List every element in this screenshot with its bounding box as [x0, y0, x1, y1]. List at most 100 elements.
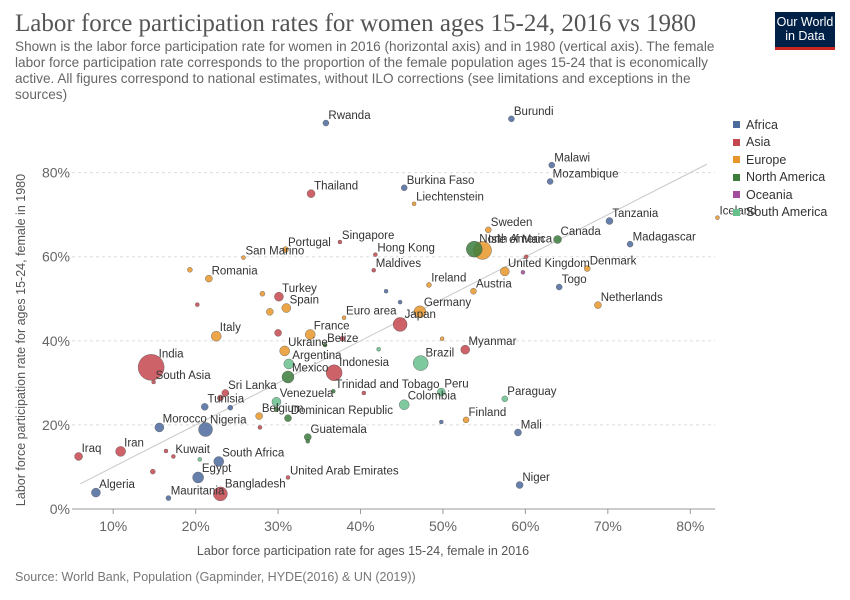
data-point[interactable] — [439, 419, 444, 425]
data-point[interactable] — [285, 475, 291, 480]
data-point[interactable] — [137, 354, 165, 381]
data-label: Peru — [444, 379, 468, 391]
data-point[interactable] — [306, 189, 316, 198]
data-point[interactable] — [383, 289, 389, 294]
data-point[interactable] — [281, 370, 295, 384]
data-point[interactable] — [201, 403, 209, 411]
data-point[interactable] — [411, 201, 417, 206]
data-point[interactable] — [584, 265, 591, 272]
data-point[interactable] — [281, 303, 292, 313]
data-point[interactable] — [305, 329, 316, 340]
data-point[interactable] — [150, 468, 156, 475]
data-point[interactable] — [466, 240, 483, 258]
data-point[interactable] — [397, 299, 403, 305]
data-point[interactable] — [555, 283, 563, 291]
data-point[interactable] — [198, 422, 213, 437]
legend-item[interactable]: South America — [733, 204, 827, 222]
data-point[interactable] — [282, 246, 289, 253]
data-point[interactable] — [151, 379, 156, 385]
data-point[interactable] — [426, 282, 432, 288]
legend-item[interactable]: North America — [733, 169, 827, 187]
data-point[interactable] — [520, 270, 526, 275]
data-point[interactable] — [399, 399, 410, 410]
data-point[interactable] — [74, 452, 83, 461]
data-point[interactable] — [439, 336, 445, 341]
data-point[interactable] — [274, 291, 284, 302]
data-point[interactable] — [322, 342, 328, 348]
data-point[interactable] — [548, 161, 555, 169]
data-point[interactable] — [626, 240, 634, 248]
data-point[interactable] — [213, 486, 228, 502]
data-point[interactable] — [508, 115, 515, 123]
data-point[interactable] — [284, 414, 292, 422]
data-point[interactable] — [91, 487, 101, 498]
data-point[interactable] — [165, 495, 172, 501]
legend-item[interactable]: Europe — [733, 151, 827, 169]
data-point[interactable] — [195, 302, 200, 307]
data-point[interactable] — [460, 344, 470, 355]
data-point[interactable] — [437, 387, 446, 397]
data-point[interactable] — [341, 315, 347, 320]
data-point[interactable] — [500, 266, 510, 277]
data-point[interactable] — [259, 291, 266, 297]
data-point[interactable] — [594, 301, 602, 309]
data-point[interactable] — [171, 454, 176, 459]
data-point[interactable] — [376, 347, 381, 352]
legend-item[interactable]: Africa — [733, 116, 827, 134]
data-point[interactable] — [257, 425, 263, 430]
data-point[interactable] — [470, 288, 477, 295]
data-point[interactable] — [221, 389, 230, 397]
legend-item[interactable]: Oceania — [733, 186, 827, 204]
data-point[interactable] — [325, 364, 343, 381]
data-point[interactable] — [462, 416, 470, 424]
y-tick-label: 20% — [42, 417, 70, 433]
data-point[interactable] — [322, 119, 330, 127]
data-point[interactable] — [241, 255, 246, 260]
data-point[interactable] — [337, 239, 343, 245]
data-label: Liechtenstein — [416, 192, 484, 204]
data-point[interactable] — [211, 331, 222, 342]
data-point[interactable] — [373, 252, 378, 257]
data-point[interactable] — [361, 390, 367, 396]
data-point[interactable] — [553, 235, 562, 244]
data-point[interactable] — [192, 471, 204, 484]
data-point[interactable] — [305, 439, 310, 444]
data-point[interactable] — [605, 217, 614, 225]
legend-item[interactable]: Asia — [733, 134, 827, 152]
data-point[interactable] — [401, 184, 408, 191]
data-point[interactable] — [546, 178, 554, 185]
data-point[interactable] — [213, 456, 224, 467]
data-point[interactable] — [205, 274, 213, 283]
data-point[interactable] — [154, 422, 165, 433]
data-point[interactable] — [163, 448, 169, 454]
data-point[interactable] — [501, 395, 508, 403]
data-point[interactable] — [524, 254, 529, 259]
data-point[interactable] — [115, 446, 126, 457]
legend-swatch — [733, 156, 740, 164]
data-point[interactable] — [331, 389, 336, 394]
data-point[interactable] — [339, 336, 346, 342]
data-point[interactable] — [187, 267, 193, 273]
data-point[interactable] — [266, 308, 274, 316]
logo-line-2: in Data — [785, 29, 825, 43]
data-point[interactable] — [413, 355, 429, 371]
data-point[interactable] — [485, 226, 492, 234]
data-point[interactable] — [514, 428, 522, 437]
data-label: Burkina Faso — [407, 175, 475, 187]
data-point[interactable] — [271, 397, 282, 407]
data-point[interactable] — [274, 329, 282, 337]
data-point[interactable] — [371, 267, 376, 273]
data-point[interactable] — [413, 305, 427, 319]
data-point[interactable] — [227, 404, 233, 411]
data-point[interactable] — [283, 358, 295, 370]
data-point[interactable] — [197, 457, 202, 462]
data-point[interactable] — [279, 345, 290, 357]
data-point[interactable] — [715, 215, 720, 220]
data-point[interactable] — [217, 394, 224, 402]
data-point[interactable] — [515, 481, 524, 489]
data-point[interactable] — [273, 406, 280, 413]
data-point[interactable] — [255, 412, 263, 420]
x-tick-label: 50% — [429, 518, 457, 534]
owid-logo[interactable]: Our World in Data — [775, 12, 835, 50]
data-point[interactable] — [392, 317, 408, 332]
